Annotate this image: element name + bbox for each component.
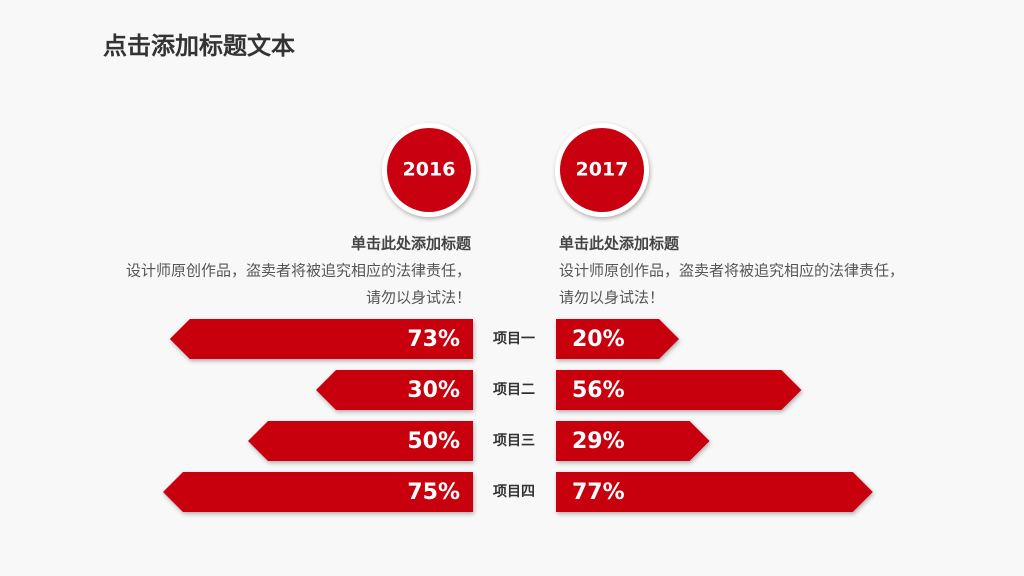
annotation-text: 请勿以身试法！	[559, 289, 664, 307]
bar	[556, 472, 873, 512]
bar	[556, 319, 679, 359]
bar	[248, 421, 473, 461]
annotation-text: 设计师原创作品，盗卖者将被追究相应的法律责任，	[559, 262, 904, 280]
bar	[169, 319, 474, 359]
chart-title: 点击添加标题文本	[103, 32, 295, 60]
value-label: 56%	[572, 378, 625, 403]
value-label: 30%	[407, 378, 460, 403]
value-label: 75%	[407, 480, 460, 505]
category-label: 项目二	[493, 382, 535, 398]
annotation-text: 设计师原创作品，盗卖者将被追究相应的法律责任，	[126, 262, 471, 280]
series-name: 2016	[403, 159, 456, 181]
bar	[556, 421, 710, 461]
annotation-heading: 单击此处添加标题	[559, 235, 680, 253]
category-label: 项目一	[493, 331, 535, 347]
year-circle	[560, 128, 644, 212]
bar	[163, 472, 473, 512]
annotation-text: 请勿以身试法！	[366, 289, 471, 307]
category-label: 项目三	[493, 433, 535, 449]
value-label: 20%	[572, 327, 625, 352]
value-label: 73%	[407, 327, 460, 352]
value-label: 77%	[572, 480, 625, 505]
category-label: 项目四	[493, 484, 535, 500]
bar	[316, 370, 473, 410]
bar	[556, 370, 802, 410]
series-name: 2017	[576, 159, 629, 181]
year-circle	[387, 128, 471, 212]
value-label: 29%	[572, 429, 625, 454]
value-label: 50%	[407, 429, 460, 454]
annotation-heading: 单击此处添加标题	[351, 235, 472, 253]
